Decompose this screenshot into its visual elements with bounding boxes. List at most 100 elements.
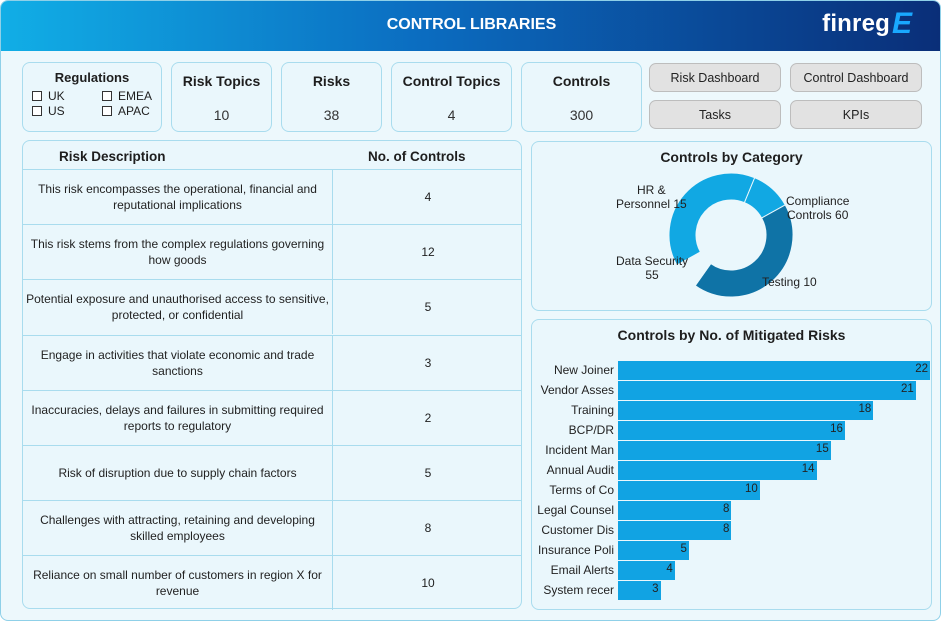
bar-category-label: BCP/DR (568, 423, 614, 437)
bar-category-label: Training (571, 403, 614, 417)
table-row[interactable]: Reliance on small number of customers in… (23, 555, 521, 611)
kpi-value: 10 (213, 107, 230, 123)
kpi-card-control-topics: Control Topics 4 (391, 62, 512, 132)
chart-title: Controls by Category (660, 149, 803, 165)
bar-incident-man[interactable] (618, 441, 831, 460)
control-count-cell: 10 (421, 576, 435, 591)
page-title: CONTROL LIBRARIES (386, 16, 557, 33)
column-header-description: Risk Description (59, 149, 166, 164)
bar-category-label: Insurance Poli (537, 543, 614, 557)
regulation-option-uk[interactable]: UK (32, 89, 65, 103)
kpi-card-controls: Controls 300 (521, 62, 642, 132)
regulations-filter: Regulations UK EMEA US APAC (22, 62, 162, 132)
bar-training[interactable] (618, 401, 874, 420)
risk-description-cell: Inaccuracies, delays and failures in sub… (23, 390, 333, 445)
regulation-label: APAC (118, 104, 150, 118)
controls-by-category-chart: Controls by Category HR & Personnel 15 Co… (531, 141, 932, 311)
checkbox-icon[interactable] (102, 106, 112, 116)
bar-bcp-dr[interactable] (618, 421, 845, 440)
bar-category-label: Legal Counsel (537, 503, 614, 517)
logo-mark: E (892, 7, 913, 40)
kpi-label: Risk Topics (182, 73, 261, 89)
bar-email-alerts[interactable] (618, 561, 675, 580)
control-count-cell: 3 (424, 355, 432, 370)
bar-value-label: 15 (815, 443, 829, 455)
bar-category-label: Customer Dis (541, 523, 614, 537)
bar-value-label: 3 (652, 583, 659, 595)
logo-text: finreg (822, 10, 890, 37)
control-count-cell: 5 (424, 466, 432, 480)
table-row[interactable]: Inaccuracies, delays and failures in sub… (23, 389, 521, 445)
control-dashboard-button[interactable]: Control Dashboard (790, 63, 922, 92)
bar-system-recer[interactable] (618, 581, 661, 600)
bar-value-label: 16 (830, 423, 843, 435)
control-count-cell: 8 (424, 521, 432, 536)
kpi-label: Controls (552, 73, 611, 89)
kpi-value: 4 (447, 107, 456, 123)
bar-new-joiner[interactable] (618, 361, 930, 380)
table-row[interactable]: This risk encompasses the operational, f… (23, 169, 521, 224)
regulation-option-apac[interactable]: APAC (102, 104, 150, 118)
control-count-cell: 5 (424, 300, 432, 315)
bar-value-label: 10 (745, 483, 758, 495)
kpi-card-risk-topics: Risk Topics 10 (171, 62, 272, 132)
control-count-cell: 4 (424, 190, 432, 204)
risk-dashboard-button[interactable]: Risk Dashboard (649, 63, 781, 92)
regulation-option-emea[interactable]: EMEA (102, 89, 152, 103)
bar-category-label: Annual Audit (546, 463, 614, 477)
checkbox-icon[interactable] (32, 91, 42, 101)
checkbox-icon[interactable] (102, 91, 112, 101)
bar-category-label: Incident Man (545, 443, 614, 457)
bar-category-label: Terms of Co (549, 483, 614, 497)
risk-description-cell: Challenges with attracting, retaining an… (23, 501, 333, 556)
table-row[interactable]: This risk stems from the complex regulat… (23, 224, 521, 280)
regulation-label: US (48, 104, 65, 118)
chart-title: Controls by No. of Mitigated Risks (617, 327, 846, 343)
bar-category-label: System recer (543, 583, 614, 597)
bar-annual-audit[interactable] (618, 461, 817, 480)
donut-chart (668, 172, 794, 298)
bar-category-label: New Joiner (553, 363, 614, 377)
donut-data-label: Compliance Controls 60 (786, 194, 850, 222)
bar-vendor-asses[interactable] (618, 381, 916, 400)
bar-value-label: 22 (915, 363, 928, 375)
donut-slice-compliance-controls[interactable] (694, 204, 794, 298)
kpi-card-risks: Risks 38 (281, 62, 382, 132)
regulations-title: Regulations (54, 70, 130, 85)
donut-data-label: HR & Personnel 15 (616, 183, 687, 211)
controls-by-mitigated-risks-chart: Controls by No. of Mitigated Risks New J… (531, 319, 932, 610)
bar-value-label: 21 (901, 383, 914, 395)
regulation-option-us[interactable]: US (32, 104, 65, 118)
regulation-label: UK (48, 89, 65, 103)
bar-terms-of-co[interactable] (618, 481, 760, 500)
kpis-button[interactable]: KPIs (790, 100, 922, 129)
table-row[interactable]: Potential exposure and unauthorised acce… (23, 279, 521, 335)
column-header-count: No. of Controls (368, 149, 466, 164)
risk-description-cell: Engage in activities that violate econom… (23, 335, 333, 390)
donut-data-label: Testing 10 (762, 275, 817, 289)
bar-category-label: Vendor Asses (540, 383, 614, 397)
header-bar: CONTROL LIBRARIES finreg E (1, 1, 940, 51)
tasks-button[interactable]: Tasks (649, 100, 781, 129)
table-header: Risk Description No. of Controls (23, 141, 521, 171)
bar-insurance-poli[interactable] (618, 541, 689, 560)
kpi-value: 38 (323, 107, 340, 123)
bar-value-label: 8 (723, 503, 730, 515)
checkbox-icon[interactable] (32, 106, 42, 116)
control-count-cell: 12 (421, 245, 435, 260)
risk-description-cell: This risk stems from the complex regulat… (23, 225, 333, 280)
regulation-label: EMEA (118, 89, 153, 103)
risk-description-cell: Potential exposure and unauthorised acce… (23, 280, 333, 335)
table-row[interactable]: Engage in activities that violate econom… (23, 334, 521, 390)
table-row[interactable]: Challenges with attracting, retaining an… (23, 500, 521, 556)
control-count-cell: 2 (424, 410, 432, 425)
risk-description-cell: This risk encompasses the operational, f… (23, 170, 333, 224)
donut-slice-data-security[interactable] (668, 172, 756, 266)
bar-legal-counsel[interactable] (618, 501, 732, 520)
kpi-label: Risks (312, 73, 351, 89)
table-row[interactable]: Risk of disruption due to supply chain f… (23, 445, 521, 500)
bar-category-label: Email Alerts (550, 563, 614, 577)
bar-value-label: 18 (858, 403, 872, 415)
bar-customer-dis[interactable] (618, 521, 732, 540)
